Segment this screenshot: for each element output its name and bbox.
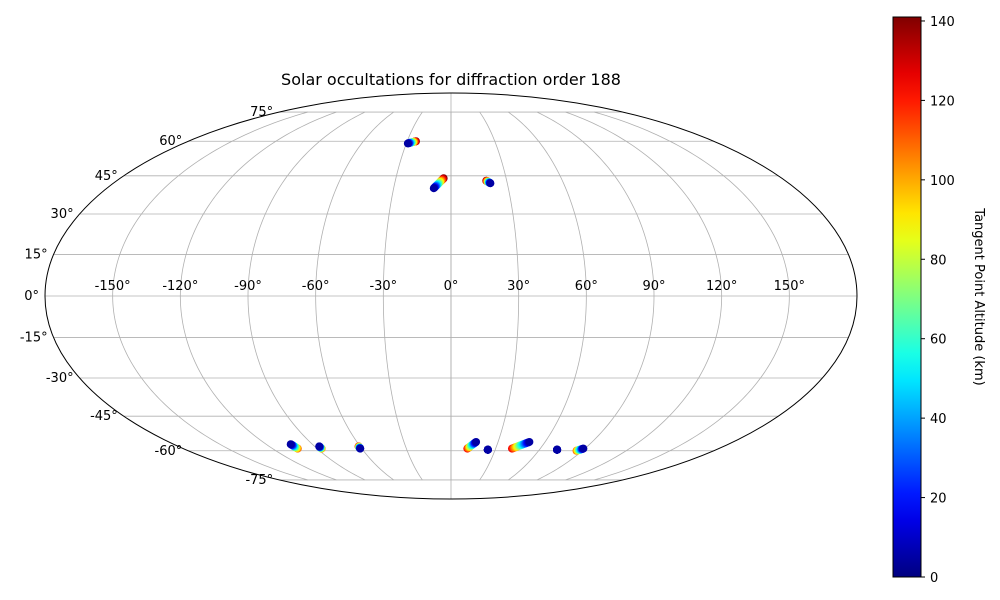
lon-tick-label: 60°: [575, 279, 598, 294]
occultation-point: [315, 442, 324, 451]
lon-tick-label: -30°: [369, 279, 397, 294]
longitude-gridline: [179, 111, 337, 481]
graticule: [45, 93, 857, 499]
colorbar-tick-label: 80: [930, 253, 947, 268]
longitude-gridline: [536, 111, 655, 481]
occultation-point: [429, 184, 438, 193]
longitude-gridline: [565, 111, 723, 481]
occultation-point: [579, 444, 588, 453]
colorbar-ticks: 0 20 40 60 80 100 120 140: [921, 15, 955, 586]
longitude-gridline: [112, 111, 308, 481]
occultation-point: [403, 139, 412, 148]
colorbar: 0 20 40 60 80 100 120 140 Tangent Point Altitud…: [892, 15, 986, 586]
occultation-point: [472, 437, 481, 446]
lat-tick-label: -15°: [20, 331, 48, 346]
colorbar-tick-label: 100: [930, 174, 955, 189]
colorbar-label: Tangent Point Altitude (km): [971, 207, 986, 385]
lat-tick-label: 0°: [24, 289, 39, 304]
lat-tick-label: 75°: [250, 105, 273, 120]
lat-tick-label: 60°: [159, 134, 182, 149]
longitude-tick-labels: -150° -120° -90° -60° -30° 0° 30° 60° 90° 120° 150…: [95, 279, 805, 294]
lat-tick-label: 45°: [95, 169, 118, 184]
lon-tick-label: 150°: [774, 279, 805, 294]
lon-tick-label: 0°: [444, 279, 459, 294]
colorbar-tick-label: 0: [930, 571, 938, 586]
lon-tick-label: -60°: [302, 279, 330, 294]
longitude-gridline: [382, 111, 423, 481]
longitude-gridline: [508, 111, 587, 481]
lat-tick-label: 15°: [25, 247, 48, 262]
occultation-point: [553, 445, 562, 454]
occultation-point: [286, 440, 295, 449]
lat-tick-label: -60°: [155, 444, 183, 459]
lon-tick-label: -120°: [162, 279, 198, 294]
lon-tick-label: 30°: [507, 279, 530, 294]
lat-tick-label: -75°: [245, 473, 273, 488]
lat-tick-label: -30°: [46, 371, 74, 386]
colorbar-tick-label: 120: [930, 94, 955, 109]
colorbar-tick-label: 20: [930, 492, 947, 507]
lon-tick-label: 90°: [642, 279, 665, 294]
occultation-point: [486, 179, 495, 188]
colorbar-gradient: [892, 16, 922, 578]
longitude-gridline: [479, 111, 520, 481]
colorbar-tick-label: 60: [930, 333, 947, 348]
chart-title: Solar occultations for diffraction order…: [281, 70, 621, 89]
scatter-points: [286, 137, 588, 455]
latitude-tick-labels: -75° -60° -45° -30° -15° 0° 15° 30° 45° 60° 75°: [20, 105, 273, 488]
occultation-point: [525, 437, 534, 446]
lat-tick-label: 30°: [51, 207, 74, 222]
longitude-gridline: [594, 111, 790, 481]
lon-tick-label: -90°: [234, 279, 262, 294]
longitude-gridline: [247, 111, 366, 481]
longitude-gridline: [315, 111, 394, 481]
occultation-point: [356, 444, 365, 453]
occultation-point: [483, 445, 492, 454]
lat-tick-label: -45°: [90, 409, 118, 424]
lon-tick-label: -150°: [95, 279, 131, 294]
colorbar-tick-label: 140: [930, 15, 955, 30]
colorbar-tick-label: 40: [930, 412, 947, 427]
mollweide-map: -150° -120° -90° -60° -30° 0° 30° 60° 90° 120° 150…: [20, 92, 858, 500]
map-outline: [44, 92, 858, 500]
lon-tick-label: 120°: [706, 279, 737, 294]
